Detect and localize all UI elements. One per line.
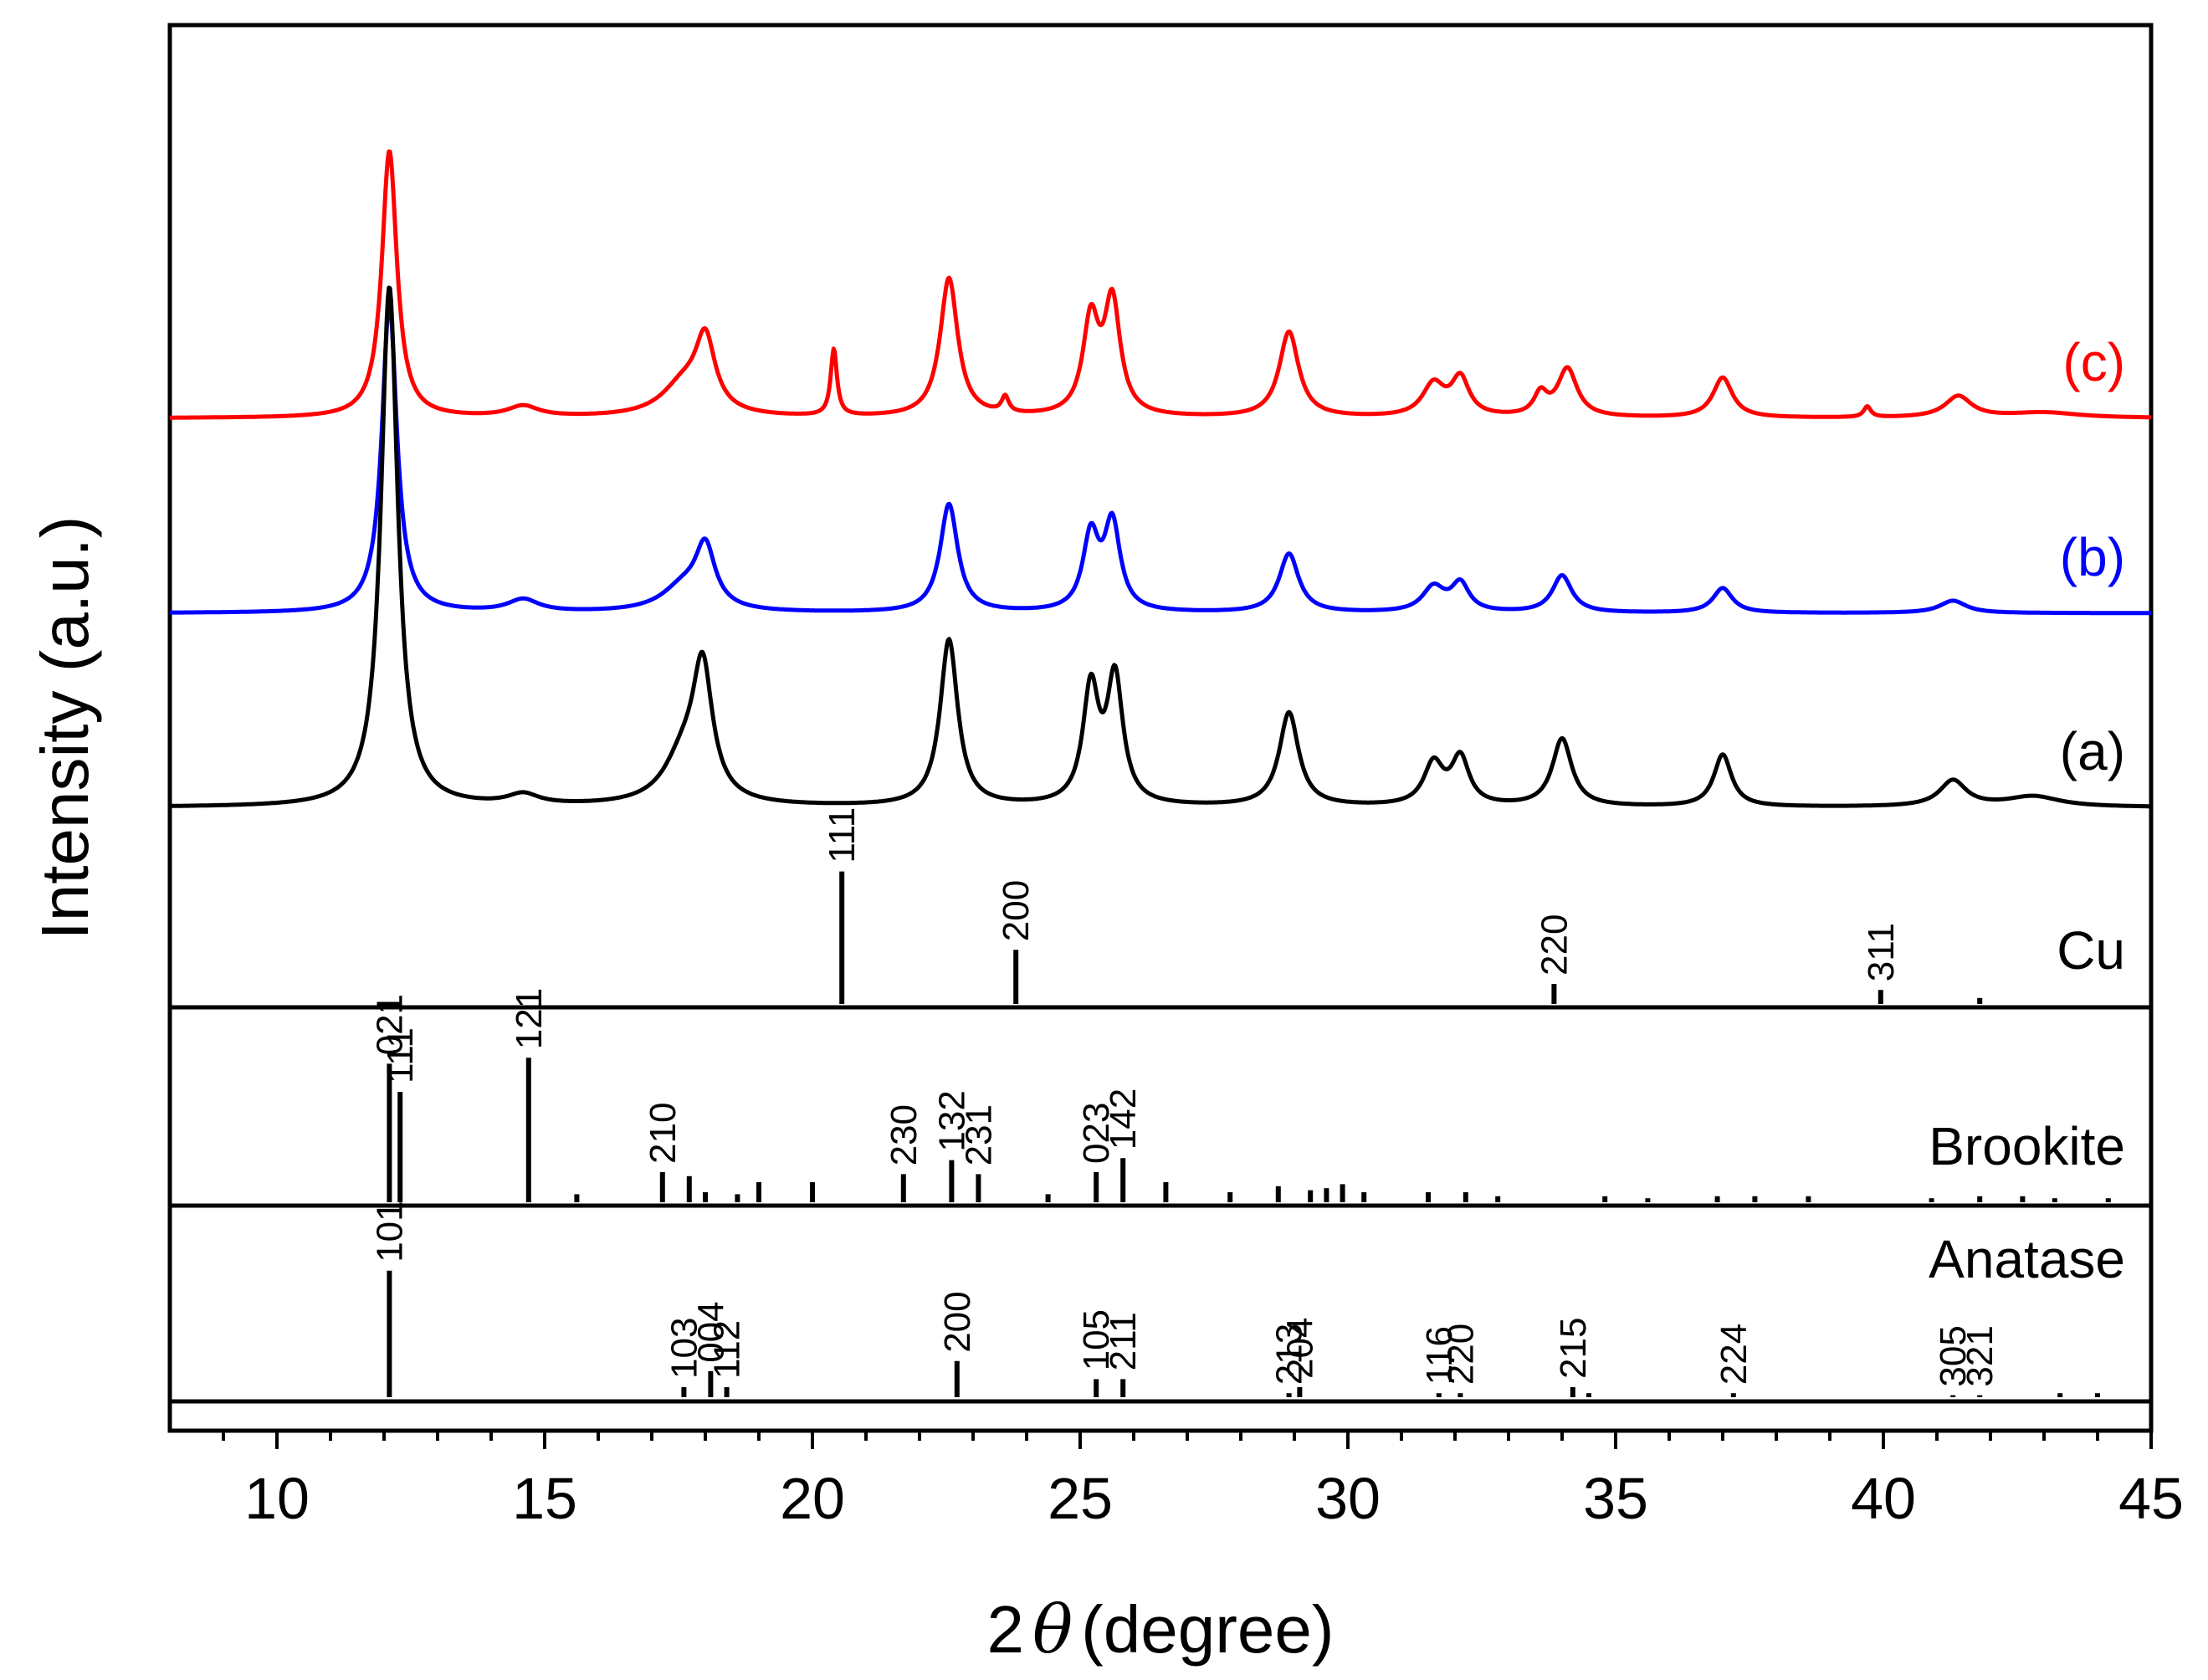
brookite-hkl-label: 111 bbox=[380, 1027, 421, 1083]
x-tick-label: 15 bbox=[512, 1466, 577, 1531]
brookite-hkl-label: 132 bbox=[931, 1090, 972, 1151]
anatase-hkl-label: 204 bbox=[1279, 1318, 1320, 1379]
x-tick-label: 30 bbox=[1315, 1466, 1381, 1531]
anatase-hkl-label: 103 bbox=[663, 1318, 704, 1379]
x-axis-label-suffix: (degree) bbox=[1081, 1592, 1334, 1667]
anatase-hkl-label: 305 bbox=[1933, 1325, 1974, 1386]
sample-traces bbox=[168, 149, 2153, 809]
x-tick-label: 10 bbox=[244, 1466, 310, 1531]
anatase-hkl-label: 224 bbox=[1714, 1324, 1755, 1385]
brookite-hkl-label: 231 bbox=[958, 1104, 999, 1165]
series-line-c bbox=[168, 149, 2153, 420]
panel-label-brookite: Brookite bbox=[1929, 1116, 2125, 1176]
x-tick-label: 45 bbox=[2118, 1466, 2184, 1531]
x-tick-label: 25 bbox=[1048, 1466, 1113, 1531]
anatase-hkl-label: 105 bbox=[1076, 1309, 1117, 1370]
reference-panel-labels: Cu Brookite Anatase bbox=[1929, 920, 2125, 1289]
anatase-hkl-label: 215 bbox=[1553, 1318, 1594, 1379]
anatase-hkl-label: 213 bbox=[1269, 1324, 1310, 1385]
x-axis-ticks: 10 15 20 25 30 35 40 45 bbox=[222, 1431, 2184, 1531]
anatase-hkl-label: 004 bbox=[690, 1301, 731, 1362]
series-label-c: (c) bbox=[2062, 332, 2125, 392]
anatase-hkl-label: 200 bbox=[937, 1291, 978, 1352]
cu-hkl-label: 111 bbox=[822, 807, 863, 863]
anatase-hkl-label: 101 bbox=[369, 1201, 410, 1262]
cu-hkl-label: 200 bbox=[996, 880, 1037, 941]
cu-hkl-label: 311 bbox=[1861, 923, 1902, 981]
brookite-hkl-label: 121 bbox=[509, 988, 550, 1049]
brookite-hkl-label: 230 bbox=[884, 1104, 925, 1165]
anatase-hkl-label: 220 bbox=[1440, 1324, 1481, 1385]
anatase-hkl-label: 211 bbox=[1103, 1312, 1144, 1370]
plot-frame bbox=[167, 23, 2154, 1433]
x-tick-label: 35 bbox=[1583, 1466, 1648, 1531]
brookite-hkl-label: 142 bbox=[1103, 1088, 1144, 1150]
brookite-hkl-label: 210 bbox=[643, 1103, 684, 1164]
series-line-b bbox=[168, 302, 2153, 616]
x-tick-label: 20 bbox=[780, 1466, 845, 1531]
series-label-b: (b) bbox=[2060, 527, 2125, 587]
panel-label-anatase: Anatase bbox=[1929, 1229, 2125, 1289]
cu-hkl-label: 220 bbox=[1534, 914, 1575, 976]
series-line-a bbox=[168, 285, 2153, 809]
x-axis-label: 2 θ (degree) bbox=[986, 1590, 1334, 1668]
anatase-hkl-label: 116 bbox=[1419, 1326, 1460, 1385]
brookite-hkl-label: 021 bbox=[369, 994, 410, 1055]
x-tick-label: 40 bbox=[1851, 1466, 1916, 1531]
y-axis-label: Intensity (a.u.) bbox=[28, 516, 102, 940]
anatase-hkl-label: 321 bbox=[1960, 1325, 2001, 1386]
x-axis-label-theta: θ bbox=[1032, 1590, 1073, 1668]
panel-label-cu: Cu bbox=[2057, 920, 2125, 981]
series-label-a: (a) bbox=[2060, 721, 2125, 781]
brookite-hkl-label: 023 bbox=[1076, 1103, 1117, 1164]
anatase-hkl-label: 112 bbox=[707, 1320, 748, 1379]
x-axis-label-prefix: 2 bbox=[986, 1592, 1024, 1667]
trace-labels: (c) (b) (a) bbox=[2060, 332, 2125, 781]
